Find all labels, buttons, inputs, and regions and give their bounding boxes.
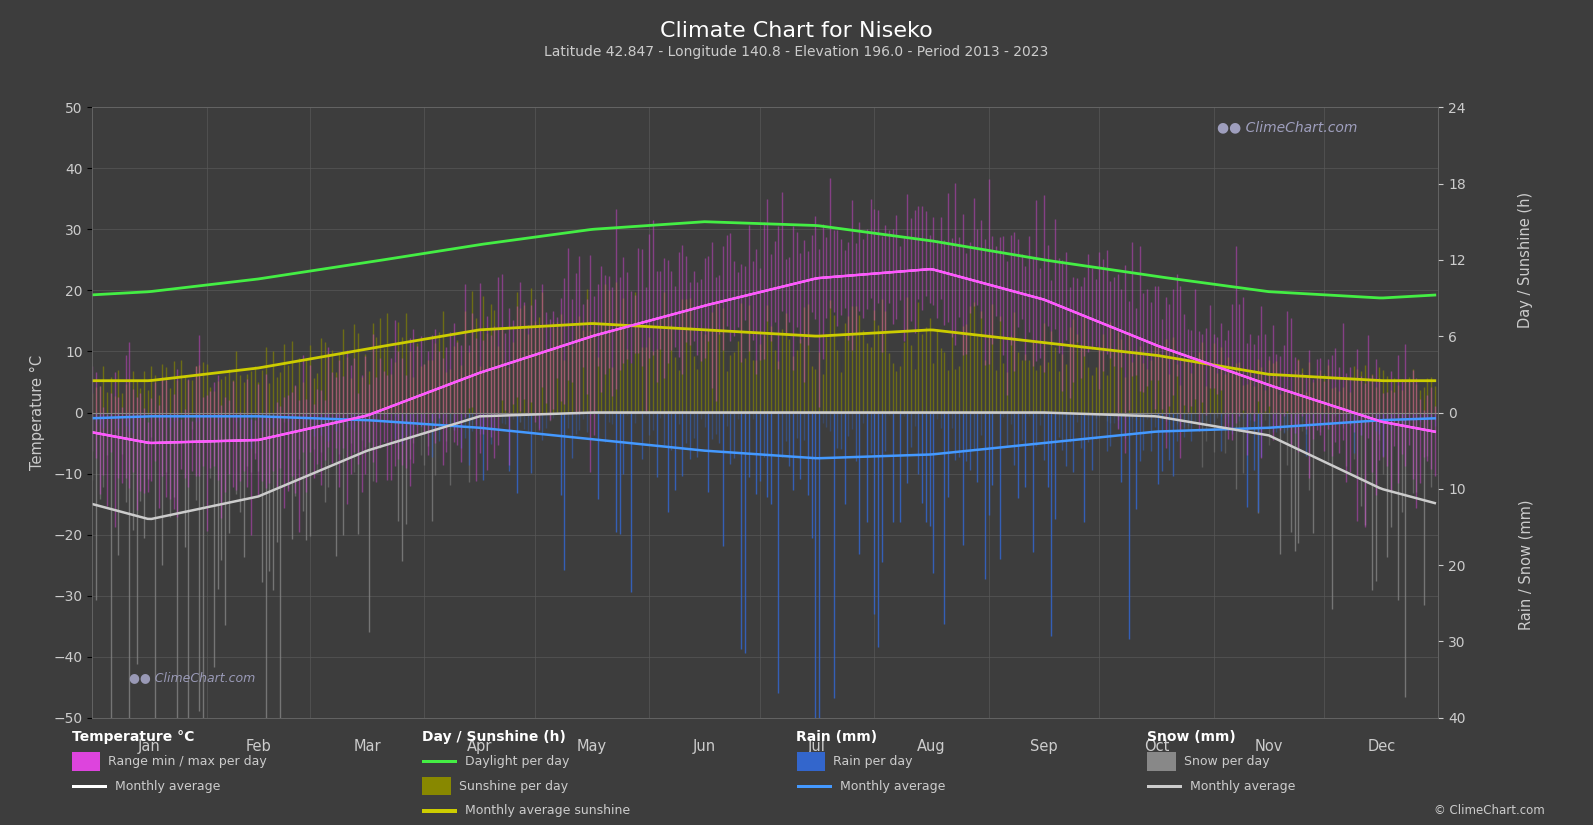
Text: Aug: Aug — [918, 739, 946, 754]
Text: Monthly average: Monthly average — [1190, 780, 1295, 793]
Text: Temperature °C: Temperature °C — [72, 730, 194, 744]
Text: Rain per day: Rain per day — [833, 755, 913, 768]
Y-axis label: Temperature °C: Temperature °C — [30, 355, 45, 470]
Text: Rain (mm): Rain (mm) — [796, 730, 878, 744]
Text: Range min / max per day: Range min / max per day — [108, 755, 268, 768]
Text: ●● ClimeChart.com: ●● ClimeChart.com — [1217, 120, 1357, 134]
Text: Apr: Apr — [467, 739, 492, 754]
Text: Day / Sunshine (h): Day / Sunshine (h) — [422, 730, 566, 744]
Text: Sep: Sep — [1031, 739, 1058, 754]
Text: Climate Chart for Niseko: Climate Chart for Niseko — [660, 21, 933, 40]
Text: Rain / Snow (mm): Rain / Snow (mm) — [1518, 500, 1534, 630]
Text: © ClimeChart.com: © ClimeChart.com — [1434, 804, 1545, 817]
Text: Snow per day: Snow per day — [1184, 755, 1270, 768]
Text: Feb: Feb — [245, 739, 271, 754]
Text: Snow (mm): Snow (mm) — [1147, 730, 1236, 744]
Text: ●● ClimeChart.com: ●● ClimeChart.com — [129, 671, 255, 684]
Text: Day / Sunshine (h): Day / Sunshine (h) — [1518, 192, 1534, 328]
Text: Mar: Mar — [354, 739, 381, 754]
Text: Daylight per day: Daylight per day — [465, 755, 570, 768]
Text: Latitude 42.847 - Longitude 140.8 - Elevation 196.0 - Period 2013 - 2023: Latitude 42.847 - Longitude 140.8 - Elev… — [545, 45, 1048, 59]
Text: Jul: Jul — [808, 739, 827, 754]
Text: Sunshine per day: Sunshine per day — [459, 780, 569, 793]
Text: Jan: Jan — [139, 739, 161, 754]
Text: Nov: Nov — [1255, 739, 1282, 754]
Text: May: May — [577, 739, 607, 754]
Text: Monthly average: Monthly average — [115, 780, 220, 793]
Text: Monthly average sunshine: Monthly average sunshine — [465, 804, 631, 818]
Text: Oct: Oct — [1144, 739, 1169, 754]
Text: Dec: Dec — [1367, 739, 1395, 754]
Text: Jun: Jun — [693, 739, 717, 754]
Text: Monthly average: Monthly average — [840, 780, 945, 793]
